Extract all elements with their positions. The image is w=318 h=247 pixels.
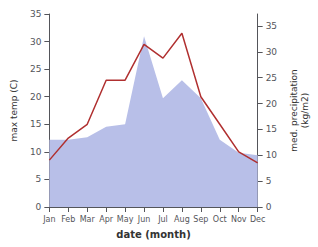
svg-text:Jul: Jul (157, 215, 168, 224)
svg-text:5: 5 (266, 176, 272, 186)
svg-text:Oct: Oct (213, 215, 227, 224)
svg-text:30: 30 (266, 47, 278, 57)
svg-text:10: 10 (30, 147, 42, 157)
svg-text:Feb: Feb (61, 215, 75, 224)
svg-text:Mar: Mar (80, 215, 96, 224)
svg-text:10: 10 (266, 150, 278, 160)
svg-text:30: 30 (30, 37, 42, 47)
svg-text:Apr: Apr (99, 215, 114, 224)
svg-text:0: 0 (36, 202, 42, 212)
svg-text:5: 5 (36, 174, 42, 184)
svg-text:Jun: Jun (137, 215, 151, 224)
svg-text:Aug: Aug (174, 215, 190, 224)
svg-text:med. precipitation: med. precipitation (289, 69, 299, 151)
svg-text:Nov: Nov (231, 215, 247, 224)
svg-text:Jan: Jan (42, 215, 55, 224)
svg-text:20: 20 (30, 92, 42, 102)
svg-text:25: 25 (266, 73, 277, 83)
svg-text:max temp (C): max temp (C) (9, 79, 19, 141)
svg-text:15: 15 (30, 119, 41, 129)
svg-text:(kg/m2): (kg/m2) (300, 93, 310, 128)
svg-text:Dec: Dec (250, 215, 265, 224)
svg-text:Sep: Sep (193, 215, 208, 224)
svg-text:35: 35 (266, 21, 277, 31)
svg-text:35: 35 (30, 9, 41, 19)
svg-text:date (month): date (month) (116, 229, 190, 240)
svg-text:May: May (117, 215, 134, 224)
svg-text:25: 25 (30, 64, 41, 74)
svg-text:20: 20 (266, 99, 278, 109)
svg-text:15: 15 (266, 124, 277, 134)
svg-text:0: 0 (266, 202, 272, 212)
